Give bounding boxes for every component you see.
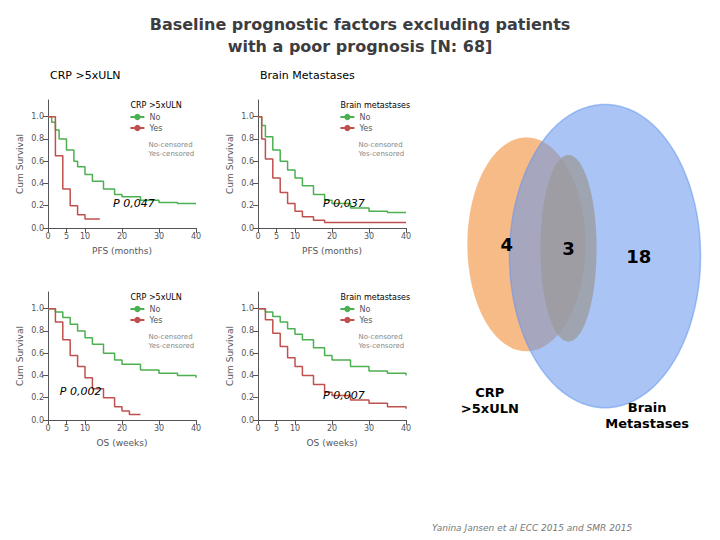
- svg-text:Brain metastases: Brain metastases: [340, 293, 410, 302]
- svg-text:5: 5: [274, 232, 279, 241]
- svg-text:10: 10: [80, 232, 90, 241]
- svg-text:5: 5: [64, 424, 69, 433]
- svg-text:Baseline prognostic factors ex: Baseline prognostic factors excluding pa…: [150, 15, 571, 34]
- svg-text:40: 40: [191, 232, 201, 241]
- svg-text:1.0: 1.0: [241, 112, 254, 121]
- svg-text:10: 10: [290, 424, 300, 433]
- svg-text:Yes-censored: Yes-censored: [147, 150, 194, 158]
- svg-text:5: 5: [64, 232, 69, 241]
- svg-text:30: 30: [364, 424, 374, 433]
- svg-text:1.0: 1.0: [241, 304, 254, 313]
- svg-text:0.6: 0.6: [31, 157, 44, 166]
- svg-text:Yes-censored: Yes-censored: [147, 342, 194, 350]
- svg-text:No-censored: No-censored: [358, 141, 402, 149]
- svg-text:PFS (months): PFS (months): [92, 246, 152, 256]
- svg-text:18: 18: [626, 246, 651, 267]
- svg-text:4: 4: [500, 234, 513, 255]
- svg-text:0.6: 0.6: [241, 157, 254, 166]
- svg-text:30: 30: [364, 232, 374, 241]
- svg-text:CRP >5xULN: CRP >5xULN: [130, 101, 181, 110]
- svg-text:0.8: 0.8: [241, 134, 254, 143]
- svg-text:Yes: Yes: [358, 316, 372, 325]
- svg-text:with a poor prognosis [N: 68]: with a poor prognosis [N: 68]: [228, 37, 493, 56]
- svg-text:0.2: 0.2: [31, 393, 44, 402]
- svg-text:Brain: Brain: [628, 400, 667, 415]
- svg-text:Cum Survival: Cum Survival: [15, 326, 25, 386]
- svg-text:30: 30: [154, 232, 164, 241]
- svg-text:P 0,037: P 0,037: [323, 197, 365, 210]
- svg-text:Yes-censored: Yes-censored: [357, 150, 404, 158]
- svg-text:Yes: Yes: [148, 124, 162, 133]
- svg-text:CRP: CRP: [475, 385, 504, 400]
- svg-text:10: 10: [80, 424, 90, 433]
- svg-text:>5xULN: >5xULN: [461, 401, 519, 416]
- svg-text:0: 0: [255, 232, 260, 241]
- svg-text:0.0: 0.0: [31, 416, 44, 425]
- svg-text:OS (weeks): OS (weeks): [96, 438, 147, 448]
- svg-text:Metastases: Metastases: [605, 416, 689, 431]
- svg-text:20: 20: [117, 424, 127, 433]
- svg-text:Brain metastases: Brain metastases: [340, 101, 410, 110]
- svg-text:10: 10: [290, 232, 300, 241]
- svg-text:No: No: [359, 305, 370, 314]
- svg-text:40: 40: [401, 424, 411, 433]
- svg-text:CRP >5xULN: CRP >5xULN: [50, 69, 121, 82]
- svg-text:Brain Metastases: Brain Metastases: [260, 69, 355, 82]
- svg-text:0.2: 0.2: [31, 201, 44, 210]
- svg-text:20: 20: [117, 232, 127, 241]
- svg-text:0: 0: [255, 424, 260, 433]
- svg-text:0.2: 0.2: [241, 201, 254, 210]
- svg-text:3: 3: [562, 238, 575, 259]
- svg-text:20: 20: [327, 232, 337, 241]
- svg-text:0: 0: [45, 232, 50, 241]
- svg-text:0.4: 0.4: [241, 371, 254, 380]
- svg-text:No-censored: No-censored: [148, 333, 192, 341]
- svg-text:Cum Survival: Cum Survival: [15, 134, 25, 194]
- svg-text:40: 40: [401, 232, 411, 241]
- svg-text:40: 40: [191, 424, 201, 433]
- svg-text:0.8: 0.8: [31, 134, 44, 143]
- svg-text:No: No: [359, 113, 370, 122]
- svg-text:Yes: Yes: [148, 316, 162, 325]
- svg-text:PFS (months): PFS (months): [302, 246, 362, 256]
- svg-text:1.0: 1.0: [31, 112, 44, 121]
- svg-text:5: 5: [274, 424, 279, 433]
- svg-text:0.4: 0.4: [31, 371, 44, 380]
- svg-text:P 0,007: P 0,007: [323, 389, 365, 402]
- svg-text:Yanina Jansen et al ECC 2015 a: Yanina Jansen et al ECC 2015 and SMR 201…: [432, 523, 632, 533]
- svg-text:0.6: 0.6: [241, 349, 254, 358]
- svg-text:OS (weeks): OS (weeks): [306, 438, 357, 448]
- svg-text:20: 20: [327, 424, 337, 433]
- svg-text:30: 30: [154, 424, 164, 433]
- svg-text:0.4: 0.4: [31, 179, 44, 188]
- svg-text:0.6: 0.6: [31, 349, 44, 358]
- svg-text:Yes-censored: Yes-censored: [357, 342, 404, 350]
- svg-text:P 0,002: P 0,002: [60, 385, 102, 398]
- svg-text:0.8: 0.8: [241, 326, 254, 335]
- svg-text:No-censored: No-censored: [148, 141, 192, 149]
- svg-text:0.0: 0.0: [31, 224, 44, 233]
- svg-text:Cum Survival: Cum Survival: [225, 326, 235, 386]
- svg-text:No-censored: No-censored: [358, 333, 402, 341]
- svg-text:Cum Survival: Cum Survival: [225, 134, 235, 194]
- svg-text:Yes: Yes: [358, 124, 372, 133]
- svg-text:No: No: [149, 113, 160, 122]
- svg-text:0.4: 0.4: [241, 179, 254, 188]
- svg-text:0: 0: [45, 424, 50, 433]
- svg-text:No: No: [149, 305, 160, 314]
- svg-text:0.8: 0.8: [31, 326, 44, 335]
- svg-text:P 0,047: P 0,047: [113, 197, 155, 210]
- svg-text:1.0: 1.0: [31, 304, 44, 313]
- svg-text:0.0: 0.0: [241, 224, 254, 233]
- svg-text:0.0: 0.0: [241, 416, 254, 425]
- svg-text:CRP >5xULN: CRP >5xULN: [130, 293, 181, 302]
- svg-text:0.2: 0.2: [241, 393, 254, 402]
